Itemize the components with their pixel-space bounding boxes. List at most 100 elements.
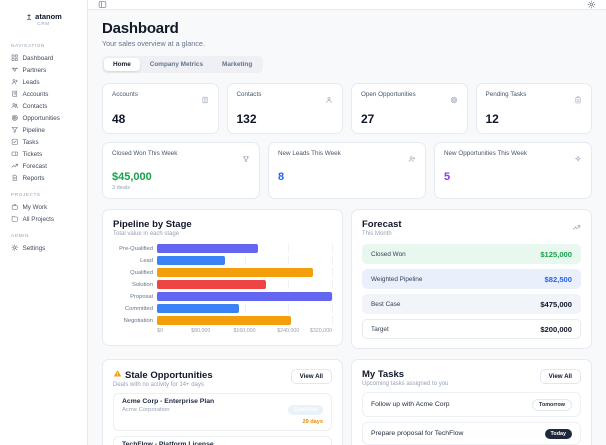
- bar-negotiation: [157, 316, 291, 325]
- forecast-panel: Forecast This Month Closed Won $125,000 We…: [351, 209, 592, 349]
- sidebar-item-tasks[interactable]: Tasks: [7, 136, 80, 148]
- briefcase-icon: [11, 203, 19, 211]
- due-badge: Today: [544, 428, 572, 439]
- forecast-row-target: Target $200,000: [362, 319, 581, 339]
- sidebar-item-settings[interactable]: Settings: [7, 242, 80, 254]
- due-badge: Tomorrow: [532, 398, 572, 411]
- sidebar-item-leads[interactable]: Leads: [7, 76, 80, 88]
- chart-x-tick: $160,000: [233, 328, 256, 334]
- brand-sub: CRM: [37, 22, 50, 27]
- sidebar-item-label: Accounts: [22, 90, 49, 98]
- stat-cards: Accounts 48 Contacts 132 Open Opportunities 2…: [102, 83, 592, 134]
- chart-category-label: Lead: [140, 257, 153, 264]
- week-card-label: Closed Won This Week: [112, 150, 178, 157]
- stale-panel-title: Stale Opportunities: [125, 369, 213, 381]
- sidebar-item-partners[interactable]: Partners: [7, 64, 80, 76]
- nav-section-label: Navigation: [11, 44, 45, 49]
- chart-row-pre-qualified: Pre-Qualified: [113, 244, 333, 253]
- week-card-sub: 3 deals: [112, 185, 131, 191]
- bar-proposal: [157, 292, 332, 301]
- brand-name: atanom: [35, 12, 62, 21]
- chart-gridline: [244, 256, 246, 265]
- funnel-icon: [11, 126, 19, 134]
- nav-section-label: Admin: [11, 234, 29, 239]
- forecast-row-label: Best Case: [371, 300, 401, 308]
- main-area: Dashboard Your sales overview at a glanc…: [88, 0, 606, 445]
- sidebar-item-all-projects[interactable]: All Projects: [7, 213, 80, 225]
- sidebar-item-label: Tasks: [22, 138, 39, 146]
- gear-icon: [11, 244, 19, 252]
- stale-row-techflow-solutions[interactable]: TechFlow - Platform LicenseTechFlow Solu…: [113, 436, 332, 445]
- tab-home[interactable]: Home: [104, 58, 140, 71]
- forecast-row-value: $475,000: [540, 299, 572, 309]
- users-icon: [11, 102, 19, 110]
- sidebar-item-opportunities[interactable]: Opportunities: [7, 112, 80, 124]
- sidebar-item-accounts[interactable]: Accounts: [7, 88, 80, 100]
- opportunity-name: Acme Corp - Enterprise Plan: [122, 398, 215, 405]
- my-tasks-panel: My Tasks Upcoming tasks assigned to you …: [351, 359, 592, 445]
- chart-gridline: [332, 280, 333, 289]
- building-icon: [201, 91, 209, 109]
- chart-category-label: Committed: [124, 305, 153, 312]
- task-row-prepare-proposal-for-techflow[interactable]: Prepare proposal for TechFlow Today: [362, 422, 581, 445]
- clipboard-icon: [574, 91, 582, 109]
- sidebar-item-label: My Work: [22, 203, 48, 211]
- panel-toggle-icon[interactable]: [98, 0, 107, 9]
- task-label: Follow up with Acme Corp: [371, 401, 450, 408]
- chart-gridline: [332, 244, 333, 253]
- stat-card-label: Open Opportunities: [361, 91, 416, 98]
- sidebar-item-contacts[interactable]: Contacts: [7, 100, 80, 112]
- chart-row-negotiation: Negotiation: [113, 316, 333, 325]
- dashboard-icon: [11, 54, 19, 62]
- nav-section-label: Projects: [11, 193, 41, 198]
- chart-x-tick: $240,000: [277, 328, 300, 334]
- forecast-row-label: Closed Won: [371, 250, 406, 258]
- sidebar: atanom CRM Navigation Dashboard Partners Le…: [0, 0, 88, 445]
- sidebar-item-my-work[interactable]: My Work: [7, 201, 80, 213]
- sidebar-item-pipeline[interactable]: Pipeline: [7, 124, 80, 136]
- tasks-view-all-button[interactable]: View All: [539, 369, 581, 384]
- gear-icon[interactable]: [587, 0, 596, 9]
- sidebar-nav: Navigation Dashboard Partners Leads Accounts…: [0, 44, 87, 254]
- sidebar-item-label: Dashboard: [22, 54, 54, 62]
- page-content: Dashboard Your sales overview at a glanc…: [88, 10, 606, 445]
- sidebar-item-label: All Projects: [22, 215, 55, 223]
- forecast-row-best-case: Best Case $475,000: [362, 294, 581, 314]
- logo-icon: [25, 13, 33, 21]
- week-card-new-leads-this-week: New Leads This Week 8: [268, 142, 426, 199]
- task-row-follow-up-with-acme-corp[interactable]: Follow up with Acme Corp Tomorrow: [362, 392, 581, 417]
- handshake-icon: [11, 66, 19, 74]
- task-label: Prepare proposal for TechFlow: [371, 430, 464, 437]
- stat-card-value: 27: [361, 112, 375, 126]
- stat-card-open-opportunities: Open Opportunities 27: [351, 83, 468, 134]
- chart-category-label: Negotiation: [123, 317, 153, 324]
- trophy-icon: [242, 150, 250, 168]
- sidebar-item-label: Leads: [22, 78, 40, 86]
- user-plus-icon: [408, 150, 416, 168]
- sidebar-item-label: Settings: [22, 244, 46, 252]
- forecast-row-value: $125,000: [540, 249, 572, 259]
- stale-days: 29 days: [302, 419, 323, 425]
- stale-view-all-button[interactable]: View All: [290, 369, 332, 384]
- sidebar-item-reports[interactable]: Reports: [7, 172, 80, 184]
- tab-marketing[interactable]: Marketing: [222, 61, 253, 68]
- tab-bar: Home Company Metrics Marketing: [102, 56, 264, 73]
- sidebar-item-dashboard[interactable]: Dashboard: [7, 52, 80, 64]
- sidebar-item-label: Tickets: [22, 150, 43, 158]
- sidebar-item-label: Contacts: [22, 102, 48, 110]
- sidebar-item-label: Pipeline: [22, 126, 45, 134]
- sidebar-item-label: Partners: [22, 66, 47, 74]
- forecast-row-label: Target: [371, 325, 389, 333]
- stale-row-acme-corporation[interactable]: Acme Corp - Enterprise Plan Acme Corporat…: [113, 393, 332, 431]
- pipeline-panel-subtitle: Total value in each stage: [113, 231, 180, 237]
- sidebar-item-tickets[interactable]: Tickets: [7, 148, 80, 160]
- user-plus-icon: [11, 78, 19, 86]
- forecast-panel-subtitle: This Month: [362, 231, 392, 237]
- stat-card-label: Contacts: [236, 91, 262, 98]
- chart-category-label: Proposal: [130, 293, 153, 300]
- tab-company-metrics[interactable]: Company Metrics: [149, 61, 204, 68]
- sidebar-item-forecast[interactable]: Forecast: [7, 160, 80, 172]
- stale-list: Acme Corp - Enterprise Plan Acme Corporat…: [113, 393, 332, 445]
- stat-card-value: 48: [112, 112, 126, 126]
- chart-gridline: [288, 280, 290, 289]
